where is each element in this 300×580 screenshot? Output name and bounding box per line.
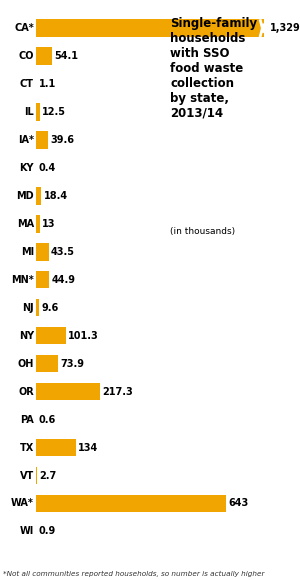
Text: 0.4: 0.4: [38, 163, 56, 173]
Bar: [36, 299, 39, 317]
Bar: [36, 215, 40, 233]
Text: Single-family
households
with SSO
food waste
collection
by state,
2013/14: Single-family households with SSO food w…: [170, 17, 257, 119]
Text: MD: MD: [16, 191, 34, 201]
Text: 44.9: 44.9: [52, 275, 76, 285]
Bar: [36, 355, 58, 372]
Text: 0.9: 0.9: [38, 527, 56, 536]
Text: 101.3: 101.3: [68, 331, 99, 340]
Bar: [36, 243, 49, 260]
Text: 134: 134: [78, 443, 98, 452]
Text: CT: CT: [20, 79, 34, 89]
Text: 217.3: 217.3: [103, 387, 133, 397]
Text: NY: NY: [19, 331, 34, 340]
Text: WI: WI: [20, 527, 34, 536]
Text: OR: OR: [18, 387, 34, 397]
Text: 54.1: 54.1: [54, 51, 78, 61]
Text: *Not all communities reported households, so number is actually higher: *Not all communities reported households…: [3, 571, 265, 577]
Text: MA: MA: [17, 219, 34, 229]
Text: KY: KY: [19, 163, 34, 173]
Text: 1,329.1: 1,329.1: [270, 23, 300, 33]
Text: CO: CO: [18, 51, 34, 61]
Bar: [36, 48, 52, 65]
Bar: [36, 103, 40, 121]
Text: 13: 13: [42, 219, 56, 229]
Bar: [36, 131, 48, 148]
Text: MN*: MN*: [11, 275, 34, 285]
Text: 2.7: 2.7: [39, 470, 56, 480]
Text: TX: TX: [20, 443, 34, 452]
Text: 43.5: 43.5: [51, 247, 75, 257]
Text: 73.9: 73.9: [60, 358, 84, 369]
Text: CA*: CA*: [14, 23, 34, 33]
Text: PA: PA: [20, 415, 34, 425]
Text: NJ: NJ: [22, 303, 34, 313]
Text: 643: 643: [229, 498, 249, 509]
Bar: [36, 439, 76, 456]
Text: OH: OH: [17, 358, 34, 369]
Text: IL: IL: [24, 107, 34, 117]
Bar: [36, 467, 37, 484]
Text: MI: MI: [21, 247, 34, 257]
Text: 12.5: 12.5: [42, 107, 66, 117]
Text: IA*: IA*: [18, 135, 34, 145]
Text: 18.4: 18.4: [44, 191, 68, 201]
Text: WA*: WA*: [11, 498, 34, 509]
Text: 0.6: 0.6: [38, 415, 56, 425]
Bar: [36, 271, 49, 288]
Bar: [36, 327, 66, 345]
Text: 39.6: 39.6: [50, 135, 74, 145]
Bar: [36, 20, 264, 37]
Bar: [36, 187, 41, 205]
Text: 1.1: 1.1: [38, 79, 56, 89]
Bar: [36, 495, 226, 512]
Text: 9.6: 9.6: [41, 303, 58, 313]
Text: VT: VT: [20, 470, 34, 480]
Text: (in thousands): (in thousands): [170, 227, 236, 235]
Bar: [36, 383, 100, 400]
